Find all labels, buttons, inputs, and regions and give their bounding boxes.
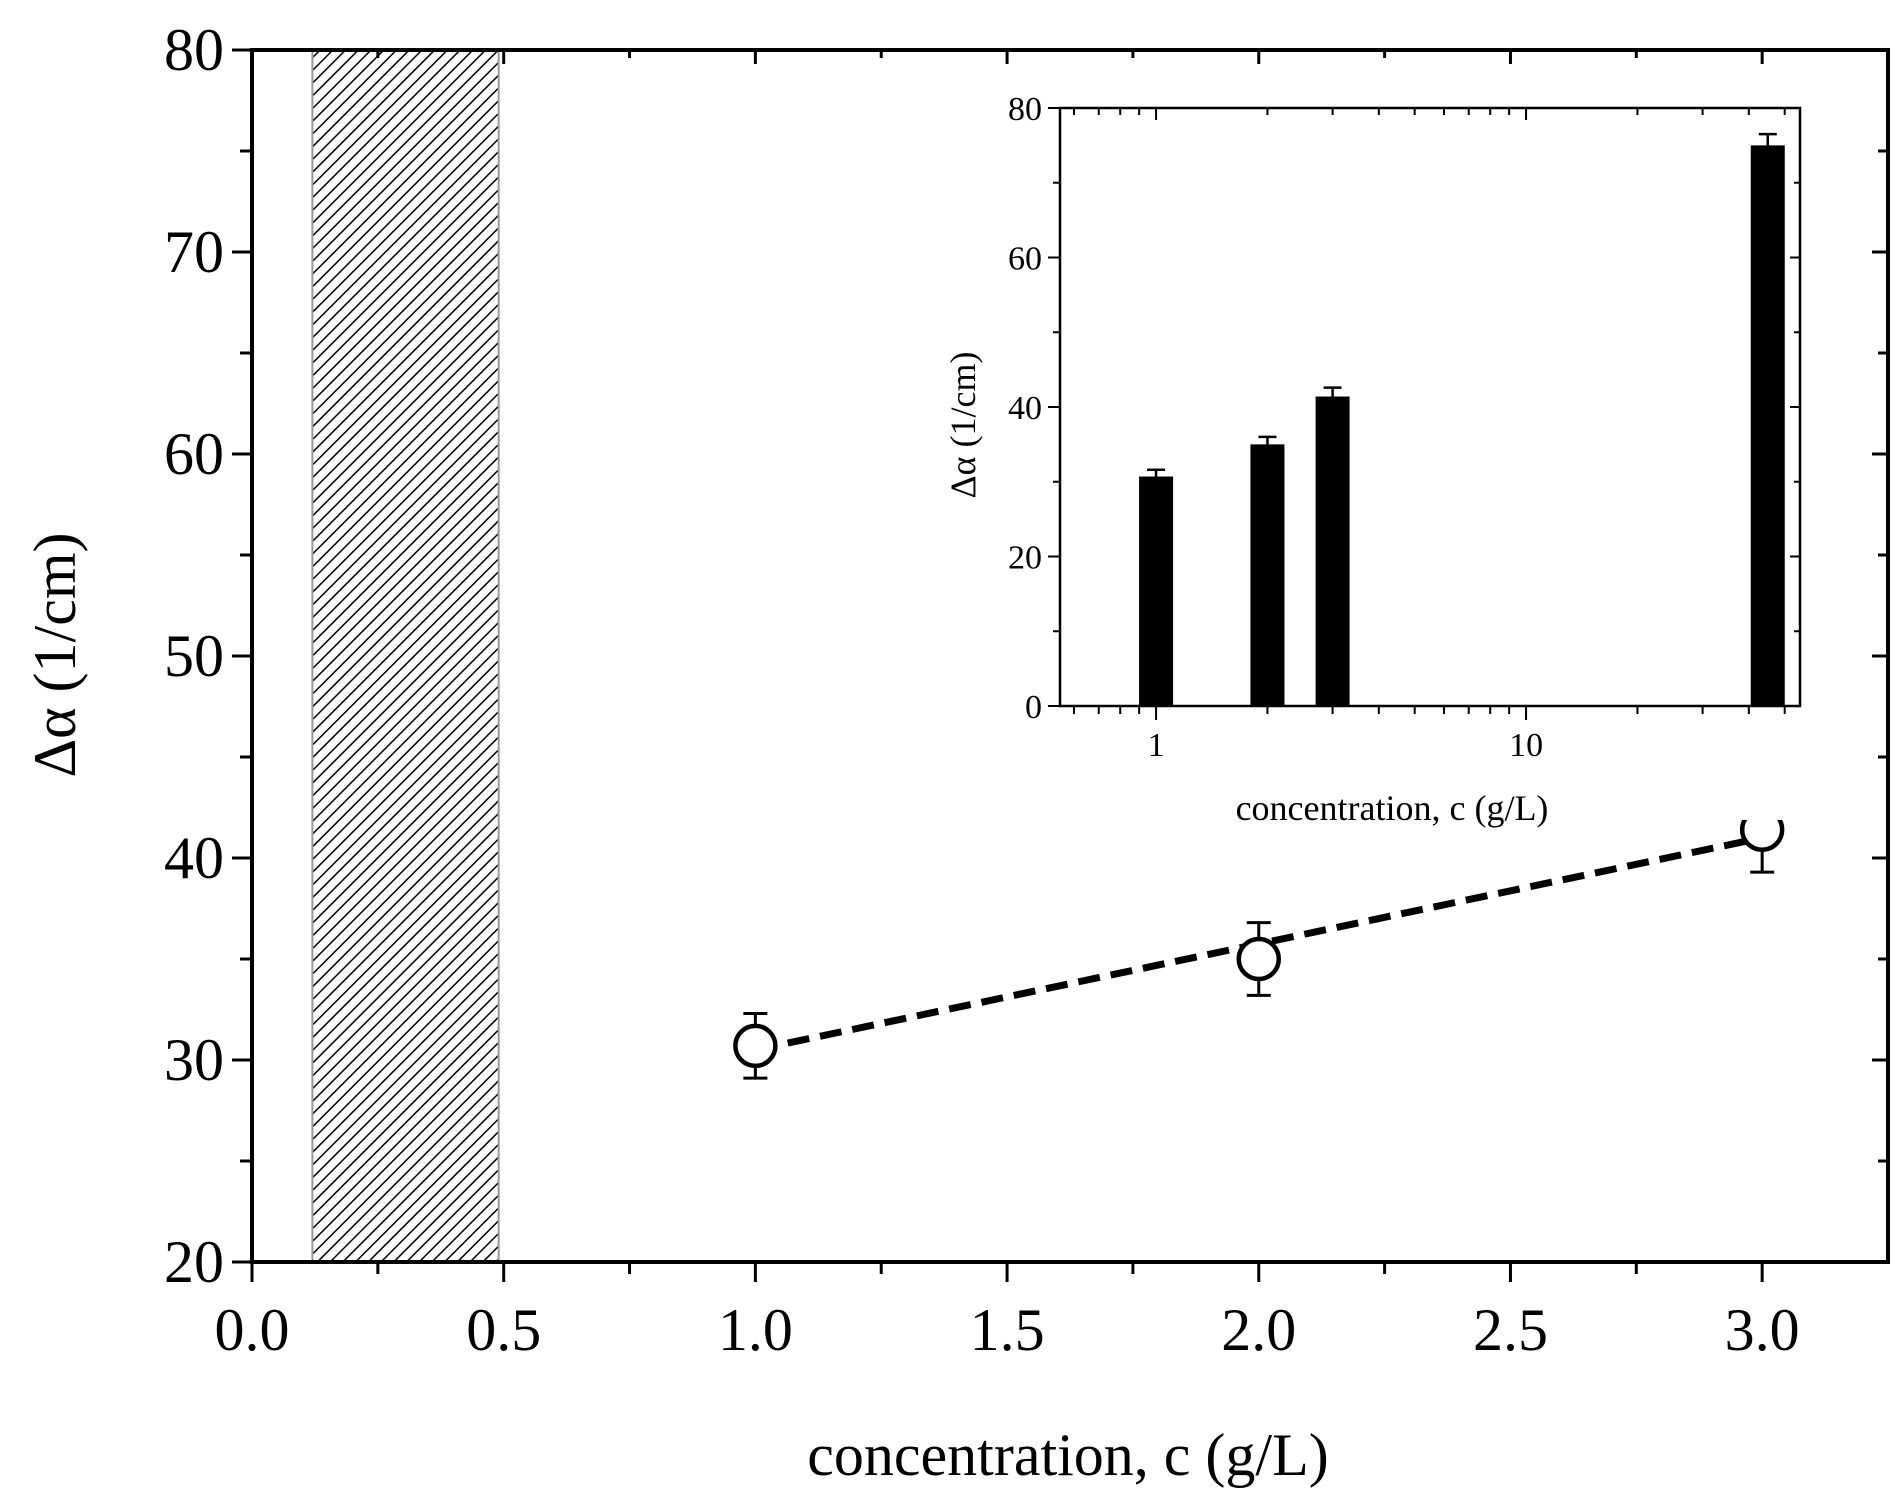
main-x-tick-label: 1.0 — [718, 1297, 793, 1363]
inset-y-axis-label: Δα (1/cm) — [943, 352, 983, 499]
shaded-region — [311, 49, 500, 1263]
main-y-tick-label: 40 — [164, 825, 224, 891]
inset-y-tick-label: 0 — [1025, 689, 1042, 726]
main-x-tick-label: 0.5 — [466, 1297, 541, 1363]
data-point — [1236, 936, 1282, 982]
main-y-tick-labels: 20 30 40 50 60 70 80 — [164, 17, 224, 1295]
main-y-axis-label: Δα (1/cm) — [22, 533, 88, 778]
inset-bars — [1139, 132, 1785, 706]
main-x-tick-label: 0.0 — [215, 1297, 290, 1363]
main-y-tick-label: 70 — [164, 219, 224, 285]
inset-chart: 1 10 0 20 40 60 80 concentration, c (g/L) Δα … — [943, 91, 1818, 828]
main-x-tick-label: 1.5 — [970, 1297, 1045, 1363]
main-y-tick-label: 30 — [164, 1027, 224, 1093]
main-y-tick-label: 20 — [164, 1229, 224, 1295]
bar — [1315, 396, 1350, 706]
bar — [1139, 476, 1174, 706]
main-x-tick-labels: 0.0 0.5 1.0 1.5 2.0 2.5 3.0 — [215, 1297, 1800, 1363]
main-plot-frame — [250, 48, 1890, 1264]
main-x-axis-label: concentration, c (g/L) — [807, 1422, 1328, 1488]
inset-y-tick-label: 80 — [1008, 91, 1042, 128]
bar — [1750, 145, 1785, 706]
bar — [1250, 444, 1285, 706]
inset-x-tick-labels: 1 10 — [1148, 727, 1544, 764]
main-y-tick-label: 80 — [164, 17, 224, 83]
inset-background — [1000, 100, 1818, 820]
inset-y-tick-label: 40 — [1008, 390, 1042, 427]
main-x-tick-label: 2.0 — [1221, 1297, 1296, 1363]
main-y-tick-label: 50 — [164, 623, 224, 689]
main-y-tick-label: 60 — [164, 421, 224, 487]
main-x-tick-label: 2.5 — [1473, 1297, 1548, 1363]
inset-y-tick-label: 60 — [1008, 241, 1042, 278]
inset-plot-frame — [1058, 106, 1802, 708]
inset-x-axis-label: concentration, c (g/L) — [1236, 788, 1549, 828]
main-x-tick-label: 3.0 — [1725, 1297, 1800, 1363]
data-point — [733, 1023, 778, 1069]
inset-y-tick-labels: 0 20 40 60 80 — [1008, 91, 1042, 726]
main-chart: 0.0 0.5 1.0 1.5 2.0 2.5 3.0 20 30 40 50 60 70 80 con… — [22, 17, 1890, 1488]
inset-y-tick-label: 20 — [1008, 540, 1042, 577]
inset-x-tick-label: 1 — [1148, 727, 1165, 764]
inset-x-tick-label: 10 — [1509, 727, 1543, 764]
data-points — [733, 785, 1785, 1080]
